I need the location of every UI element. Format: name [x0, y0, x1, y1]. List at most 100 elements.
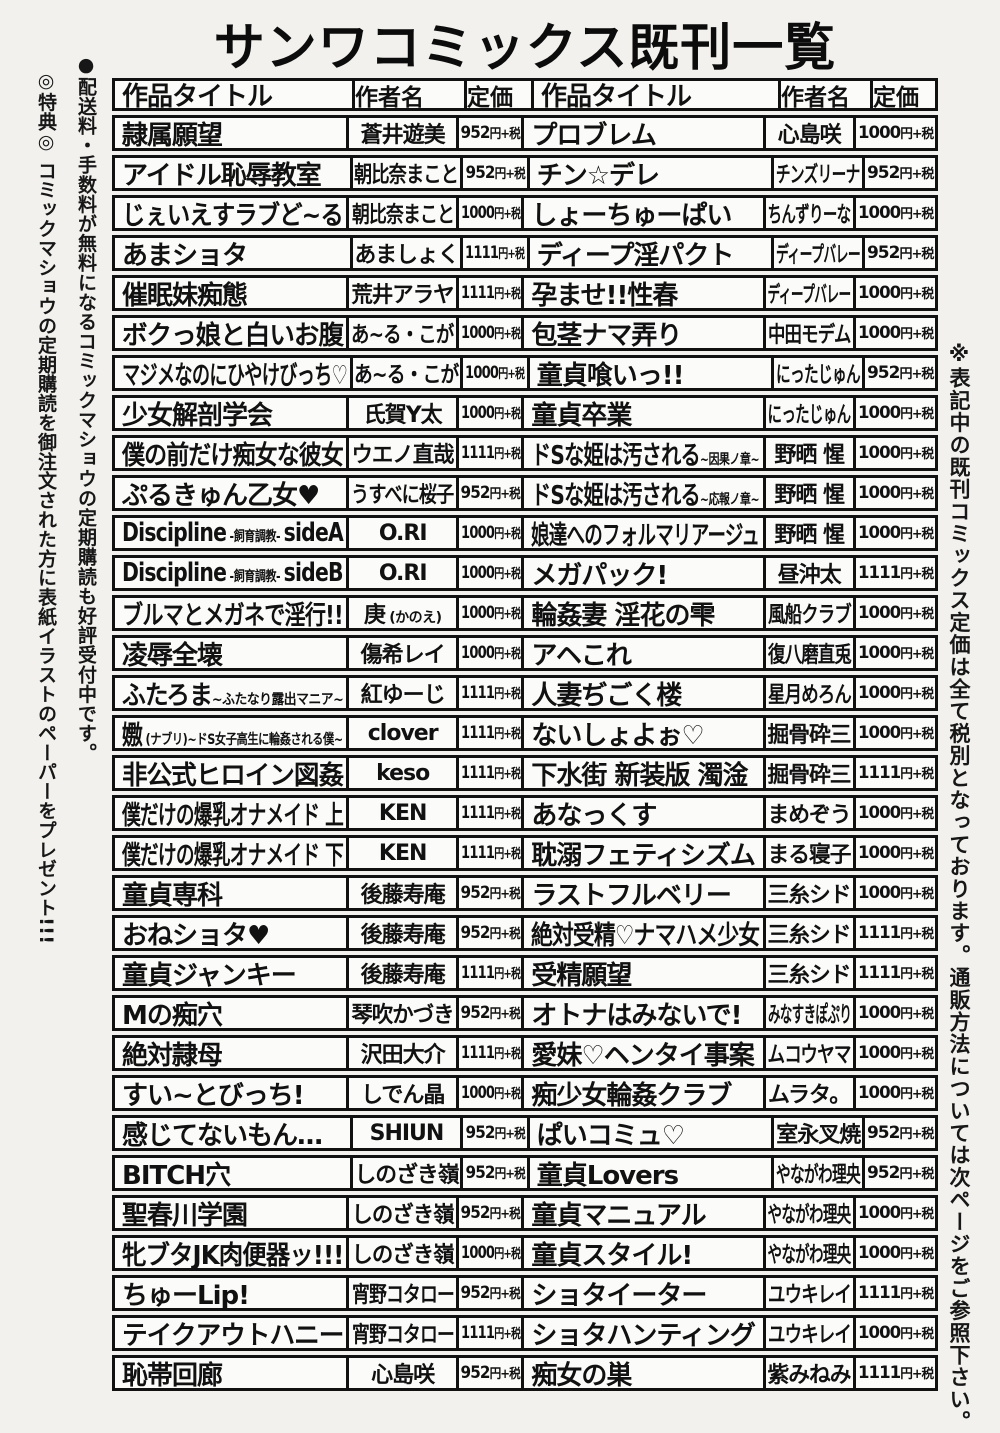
author-cell: 中田モデム: [766, 318, 856, 348]
work-title-cell: ディープ淫パクト: [530, 238, 775, 268]
work-title-cell: Discipline -飼育調教- sideB: [115, 558, 350, 588]
work-title-cell: しょーちゅーぱい: [524, 198, 766, 228]
table-header-row: 作品タイトル 作者名 定価 作品タイトル 作者名 定価: [112, 78, 938, 111]
author-cell: しのざき嶺: [349, 1198, 459, 1228]
author-cell: しでん晶: [349, 1078, 459, 1108]
price-cell: 1000円+税: [459, 558, 525, 588]
price-cell: 952円+税: [459, 478, 525, 508]
table-row: 牝ブタJK肉便器ッ!!! しのざき嶺 1000円+税 童貞スタイル! やながわ理…: [112, 1235, 938, 1271]
author-cell: うすべに桜子: [349, 478, 459, 508]
price-cell: 1111円+税: [459, 438, 525, 468]
price-cell: 952円+税: [866, 363, 934, 383]
author-cell: ムコウヤマ: [766, 1038, 856, 1068]
work-title-cell: 童貞卒業: [524, 398, 766, 428]
author-cell: ユウキレイ: [766, 1318, 856, 1348]
price-cell: 1000円+税: [857, 123, 934, 143]
price-cell: 1111円+税: [459, 838, 525, 868]
price-cell: 952円+税: [459, 918, 525, 948]
work-title-cell: 娘達へのフォルマリアージュ: [524, 518, 766, 548]
work-title-cell: 童貞Lovers: [530, 1158, 775, 1188]
author-cell: 三糸シド: [766, 878, 856, 908]
work-title-cell: 催眠妹痴態: [115, 278, 350, 308]
work-title-cell: 凌辱全壊: [115, 638, 350, 668]
work-title-cell: アイドル恥辱教室: [115, 158, 353, 188]
work-title-cell: ブルマとメガネで淫行!!: [115, 598, 350, 628]
price-cell: 1000円+税: [857, 1323, 934, 1343]
price-cell: 1000円+税: [857, 723, 934, 743]
price-cell: 1000円+税: [459, 318, 525, 348]
author-cell: 紫みねみ: [766, 1358, 856, 1388]
price-cell: 1000円+税: [459, 518, 525, 548]
work-title-cell: ドSな姫は汚される~因果ノ章~: [524, 438, 766, 468]
author-cell: しのざき嶺: [349, 1238, 459, 1268]
table-row: BITCH穴 しのざき嶺 952円+税 童貞Lovers やながわ理央 952円…: [112, 1155, 938, 1191]
table-row: あまショタ あましょく 1111円+税 ディープ淫パクト ディープバレー 952…: [112, 235, 938, 271]
table-row: Mの痴穴 琴吹かづき 952円+税 オトナはみないで! みなすきぽぷり 1000…: [112, 995, 938, 1031]
work-title-cell: おねショタ♥: [115, 918, 350, 948]
author-cell: 室永叉焼: [774, 1118, 866, 1148]
work-title-cell: 痴女の巣: [524, 1358, 766, 1388]
price-cell: 952円+税: [459, 1278, 525, 1308]
price-cell: 1111円+税: [857, 923, 934, 943]
price-cell: 1111円+税: [857, 963, 934, 983]
work-title-cell: ぱいコミュ♡: [530, 1118, 775, 1148]
work-title-cell: 隷属願望: [115, 118, 350, 148]
table-row: 恥帯回廊 心島咲 952円+税 痴女の巣 紫みねみ 1111円+税: [112, 1355, 938, 1391]
table-row: Discipline -飼育調教- sideA O.RI 1000円+税 娘達へ…: [112, 515, 938, 551]
author-cell: みなすきぽぷり: [766, 998, 856, 1028]
table-row: 感じてないもん… SHIUN 952円+税 ぱいコミュ♡ 室永叉焼 952円+税: [112, 1115, 938, 1151]
work-title-cell: BITCH穴: [115, 1158, 353, 1188]
author-cell: 蒼井遊美: [349, 118, 459, 148]
price-cell: 1000円+税: [857, 443, 934, 463]
table-row: 絶対隷母 沢田大介 1111円+税 愛妹♡ヘンタイ事案 ムコウヤマ 1000円+…: [112, 1035, 938, 1071]
author-cell: ディープバレー: [766, 278, 856, 308]
work-title-cell: ショタハンティング: [524, 1318, 766, 1348]
author-cell: KEN: [349, 798, 459, 828]
page-title: サンワコミックス既刊一覧: [213, 19, 837, 78]
price-cell: 1000円+税: [857, 803, 934, 823]
price-cell: 1000円+税: [459, 198, 525, 228]
author-cell: しのざき嶺: [353, 1158, 464, 1188]
price-cell: 1111円+税: [857, 763, 934, 783]
work-title-cell: 牝ブタJK肉便器ッ!!!: [115, 1238, 350, 1268]
work-title-cell: ボクっ娘と白いお腹: [115, 318, 350, 348]
work-title-cell: 童貞ジャンキー: [115, 958, 350, 988]
work-title-cell: 絶対隷母: [115, 1038, 350, 1068]
author-cell: 野晒 惺: [766, 438, 856, 468]
table-row: 童貞ジャンキー 後藤寿庵 1111円+税 受精願望 三糸シド 1111円+税: [112, 955, 938, 991]
price-cell: 1000円+税: [857, 203, 934, 223]
table-row: 非公式ヒロイン図姦 keso 1111円+税 下水街 新装版 濁淦 掘骨砕三 1…: [112, 755, 938, 791]
work-title-cell: ドSな姫は汚される~応報ノ章~: [524, 478, 766, 508]
price-cell: 952円+税: [459, 1198, 525, 1228]
author-cell: 風船クラブ: [766, 598, 856, 628]
price-cell: 1111円+税: [857, 1283, 934, 1303]
author-cell: KEN: [349, 838, 459, 868]
work-title-cell: アヘこれ: [524, 638, 766, 668]
author-cell: あ~る・こが: [353, 358, 464, 388]
work-title-cell: ショタイーター: [524, 1278, 766, 1308]
work-title-cell: 童貞専科: [115, 878, 350, 908]
work-title-cell: 少女解剖学会: [115, 398, 350, 428]
work-title-cell: ふたろま~ふたなり露出マニア~: [115, 678, 350, 708]
price-cell: 1000円+税: [857, 523, 934, 543]
price-cell: 952円+税: [866, 1163, 934, 1183]
tax-notice-note: ※表記中の既刊コミックス定価は全て税別となっております。通販方法については次ペー…: [947, 342, 971, 1433]
author-cell: 傷希レイ: [349, 638, 459, 668]
author-cell: あましょく: [353, 238, 464, 268]
author-cell: 後藤寿庵: [349, 878, 459, 908]
subscription-bonus-note: ◎特典◎ コミックマショウの定期購読を御注文された方に表紙イラストのペーパーをプ…: [35, 70, 57, 945]
work-title-cell: ちゅーLip!: [115, 1278, 350, 1308]
price-cell: 1111円+税: [463, 238, 530, 268]
author-cell: 琴吹かづき: [349, 998, 459, 1028]
work-title-cell: 童貞喰いっ!!: [530, 358, 775, 388]
author-cell: O.RI: [349, 518, 459, 548]
author-cell: 昼沖太: [766, 558, 856, 588]
author-cell: 掘骨砕三: [766, 718, 856, 748]
work-title-cell: 童貞スタイル!: [524, 1238, 766, 1268]
work-title-cell: プロブレム: [524, 118, 766, 148]
price-cell: 1000円+税: [857, 1243, 934, 1263]
work-title-cell: ラストフルベリー: [524, 878, 766, 908]
price-cell: 1000円+税: [459, 398, 525, 428]
price-cell: 1000円+税: [857, 843, 934, 863]
header-work-title-left: 作品タイトル: [115, 81, 355, 108]
